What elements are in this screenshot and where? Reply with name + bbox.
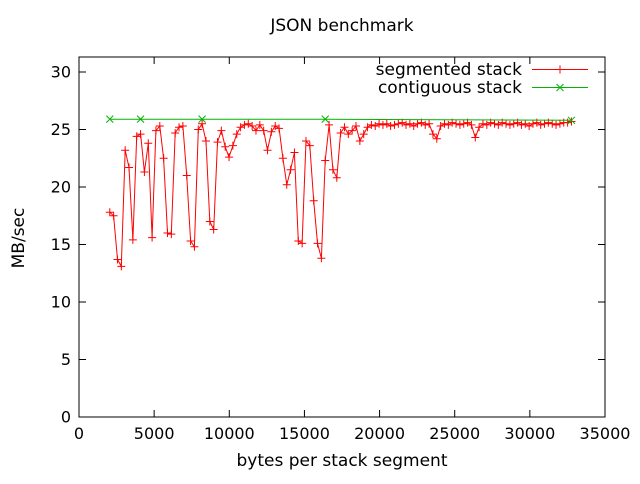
data-series: [105, 115, 576, 271]
legend: segmented stack contiguous stack: [376, 60, 588, 98]
series-markers-segmented-stack: [105, 117, 576, 271]
legend-label-contiguous-stack: contiguous stack: [378, 78, 522, 98]
y-tick-label: 0: [61, 408, 71, 427]
legend-key-samples: [532, 65, 588, 92]
y-tick-label: 20: [51, 178, 71, 197]
y-tick-label: 15: [51, 235, 71, 254]
y-tick-label: 30: [51, 63, 71, 82]
x-axis-label: bytes per stack segment: [237, 451, 448, 471]
plot-frame: 0 5000 10000 15000 20000 25000 30000 35000 0 5 10 1…: [51, 56, 631, 443]
chart-title: JSON benchmark: [269, 16, 413, 36]
y-axis-label: MB/sec: [9, 208, 29, 269]
y-tick-label: 5: [61, 350, 71, 369]
series-markers-contiguous-stack: [105, 115, 576, 125]
plot-border: [78, 56, 606, 418]
legend-label-segmented-stack: segmented stack: [376, 60, 523, 80]
x-tick-label: 5000: [134, 424, 175, 443]
x-tick-label: 0: [74, 424, 84, 443]
y-tick-label: 10: [51, 293, 71, 312]
x-tick-label: 30000: [504, 424, 555, 443]
x-tick-label: 15000: [279, 424, 330, 443]
legend-marker-sample: [556, 83, 564, 92]
series-line-segmented-stack: [109, 120, 572, 269]
x-tick-label: 20000: [354, 424, 405, 443]
legend-marker-sample: [556, 65, 564, 74]
x-tick-label: 10000: [204, 424, 255, 443]
x-tick-label: 35000: [580, 424, 631, 443]
x-tick-label: 25000: [429, 424, 480, 443]
y-tick-label: 25: [51, 120, 71, 139]
